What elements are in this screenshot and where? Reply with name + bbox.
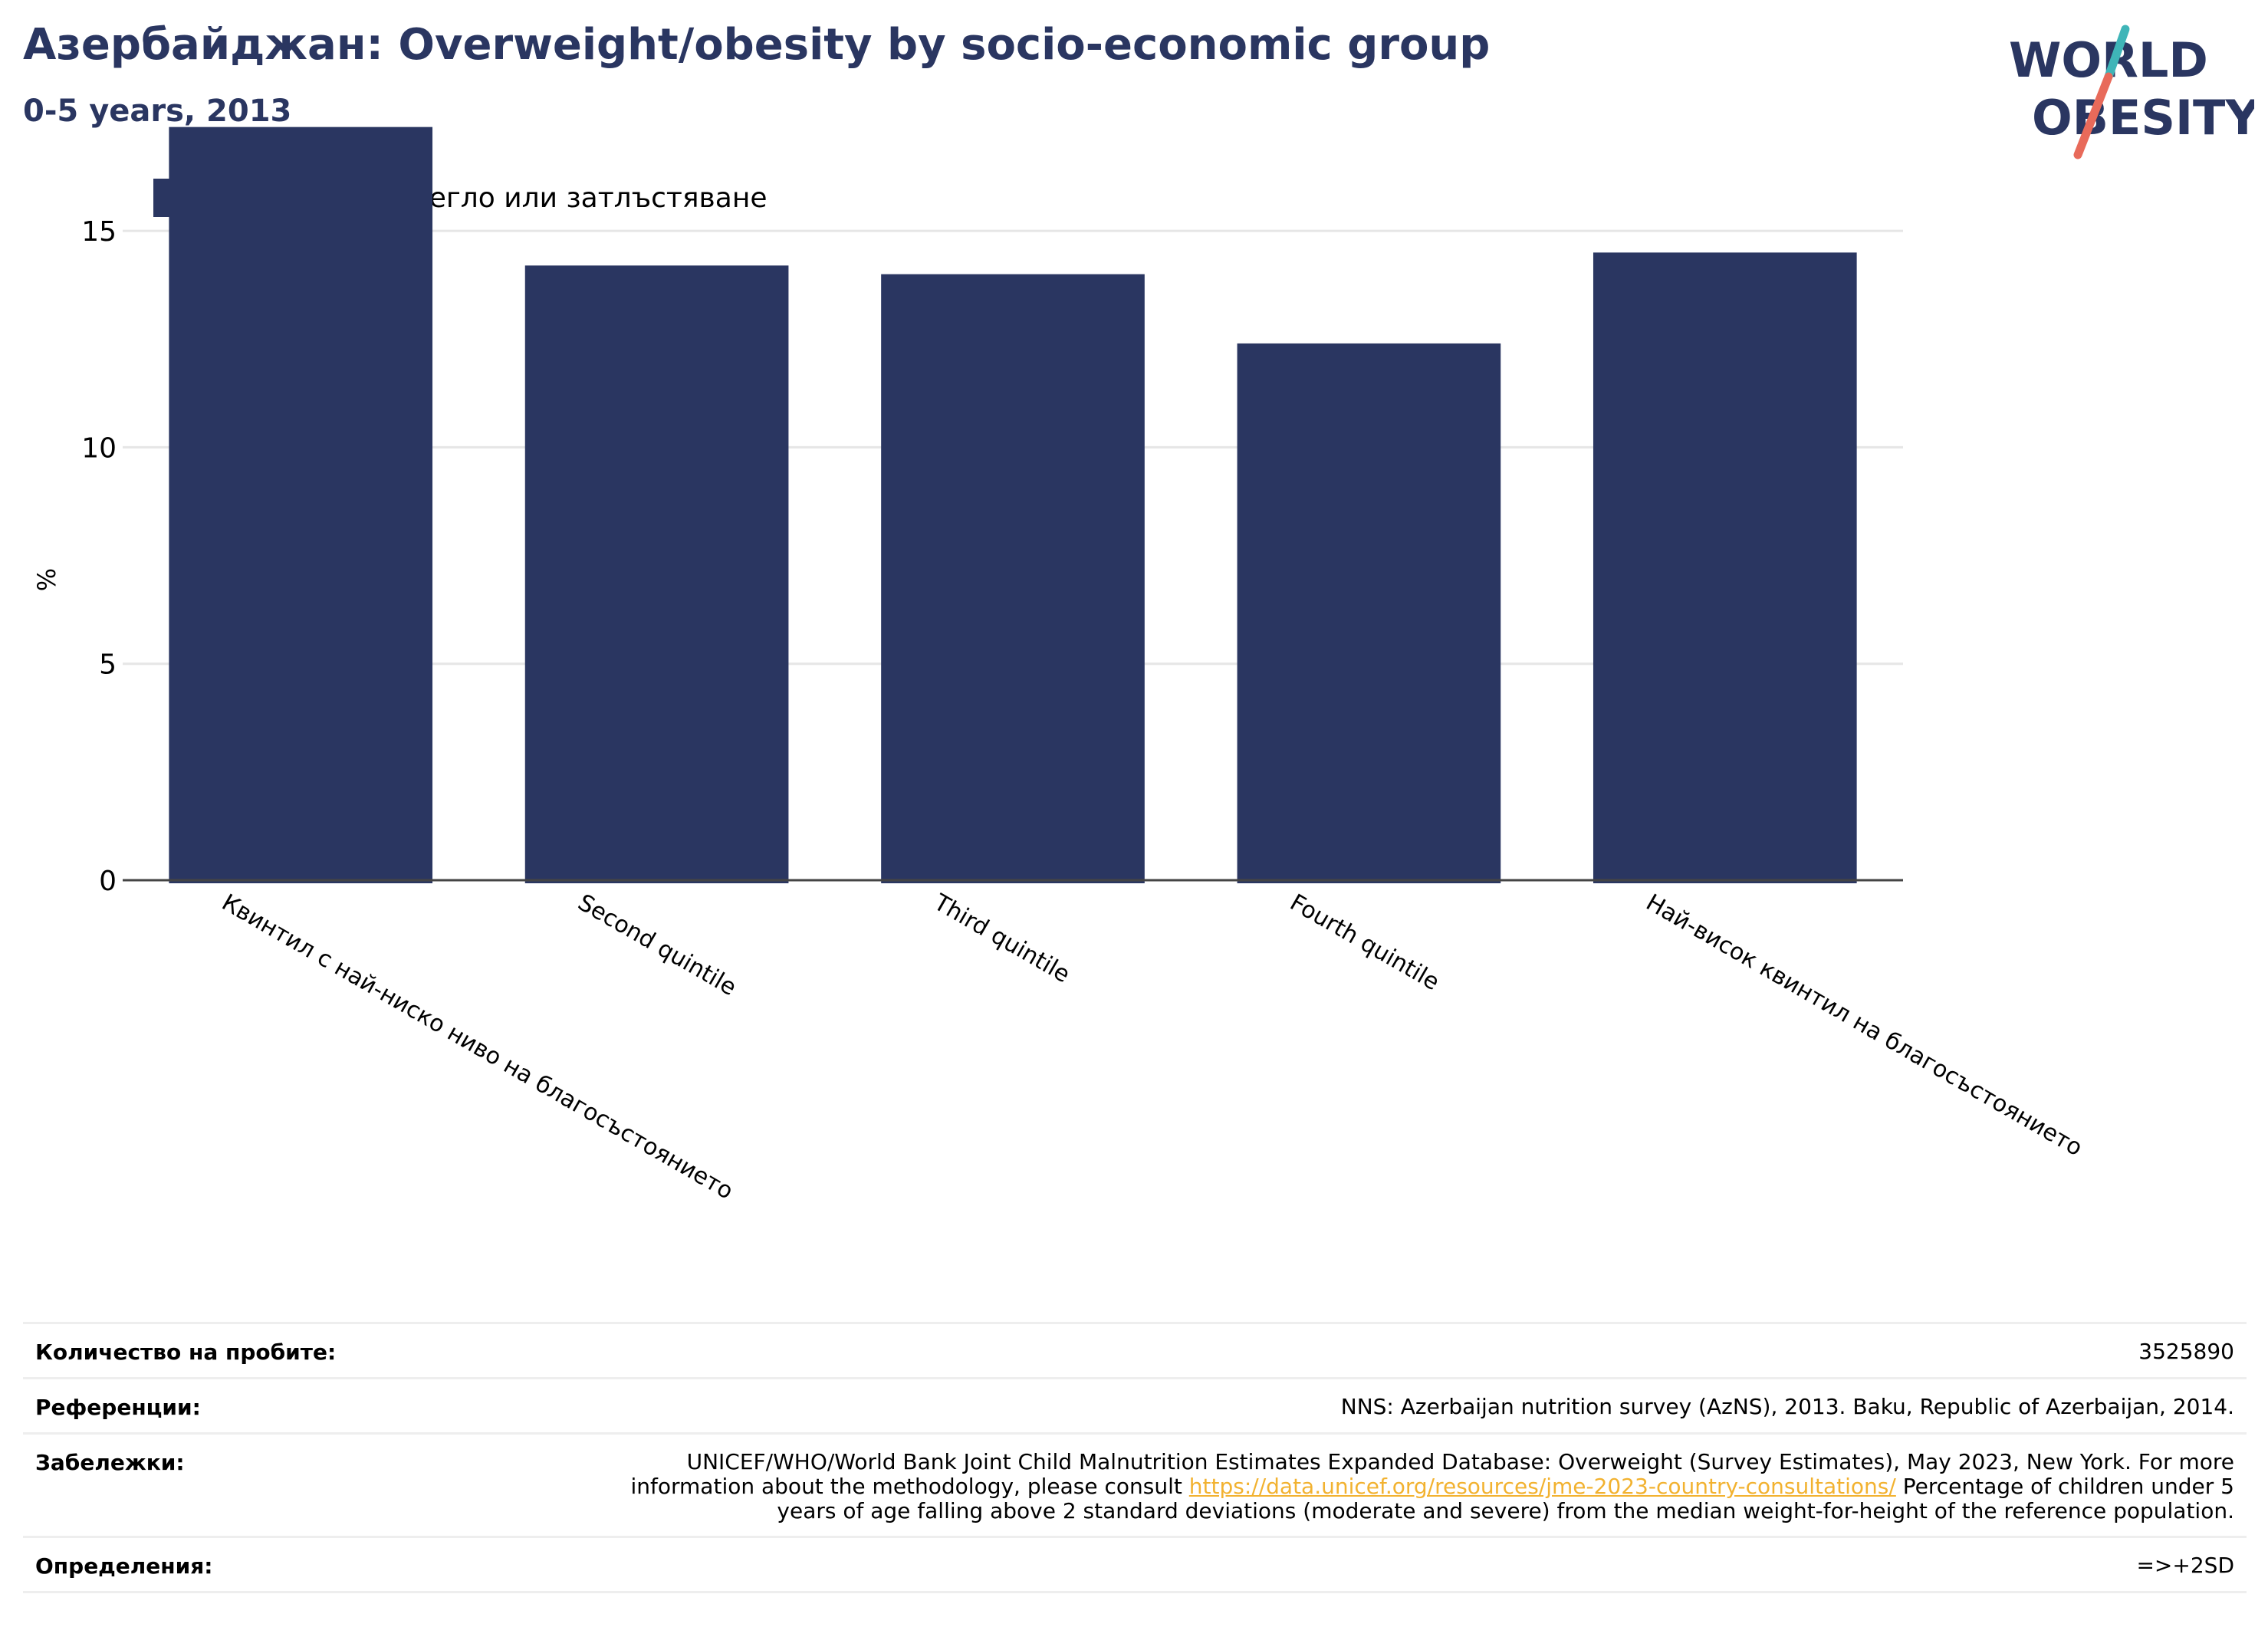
footer-label: Забележки: [35,1450,185,1475]
bar[interactable] [1237,343,1501,884]
logo-line2: OBESITY [2032,90,2254,146]
x-tick-label: Third quintile [929,889,1074,988]
notes-text-after: Percentage of children under 5 years of … [777,1474,2234,1523]
bars [169,127,1857,884]
footer-value: 3525890 [2138,1339,2234,1364]
x-tick-label: Най-висок квинтил на благосъстоянието [1642,889,2087,1162]
bar[interactable] [169,127,433,883]
footer-row-references: Референции: NNS: Azerbaijan nutrition su… [23,1377,2247,1432]
footer-row-sample-size: Количество на пробите: 3525890 [23,1322,2247,1377]
footer-value: =>+2SD [2136,1553,2234,1578]
x-tick-label: Second quintile [574,889,741,1001]
bar[interactable] [524,265,789,883]
footer-label: Количество на пробите: [35,1339,337,1365]
chart-subtitle: 0-5 years, 2013 [23,94,292,129]
bar-chart: 0 5 10 15 Квинтил с най-ниско ниво на благо… [32,127,2087,1205]
bar[interactable] [1593,252,1857,883]
chart-footer: Количество на пробите: 3525890 Референци… [23,1322,2247,1593]
y-axis-label: % [32,568,61,591]
y-tick-label: 10 [81,432,117,464]
y-tick-label: 0 [99,866,117,897]
world-obesity-logo: WORLD OBESITY [2009,25,2254,159]
y-tick-labels: 0 5 10 15 [81,216,117,897]
footer-label: Референции: [35,1395,201,1420]
footer-row-notes: Забележки: UNICEF/WHO/World Bank Joint C… [23,1432,2247,1536]
chart-title: Азербайджан: Overweight/obesity by socio… [23,20,1491,70]
footer-label: Определения: [35,1553,213,1579]
x-tick-label: Fourth quintile [1285,889,1444,997]
y-tick-label: 15 [81,216,117,248]
footer-value: UNICEF/WHO/World Bank Joint Child Malnut… [609,1449,2235,1523]
notes-text-before: UNICEF/WHO/World Bank Joint Child Malnut… [630,1449,2235,1499]
methodology-link[interactable]: https://data.unicef.org/resources/jme-20… [1188,1474,1896,1499]
bar[interactable] [881,274,1145,884]
x-tick-labels: Квинтил с най-ниско ниво на благосъстоян… [217,889,2087,1205]
footer-row-definitions: Определения: =>+2SD [23,1536,2247,1593]
y-tick-label: 5 [99,649,117,681]
footer-value: NNS: Azerbaijan nutrition survey (AzNS),… [1340,1394,2234,1419]
